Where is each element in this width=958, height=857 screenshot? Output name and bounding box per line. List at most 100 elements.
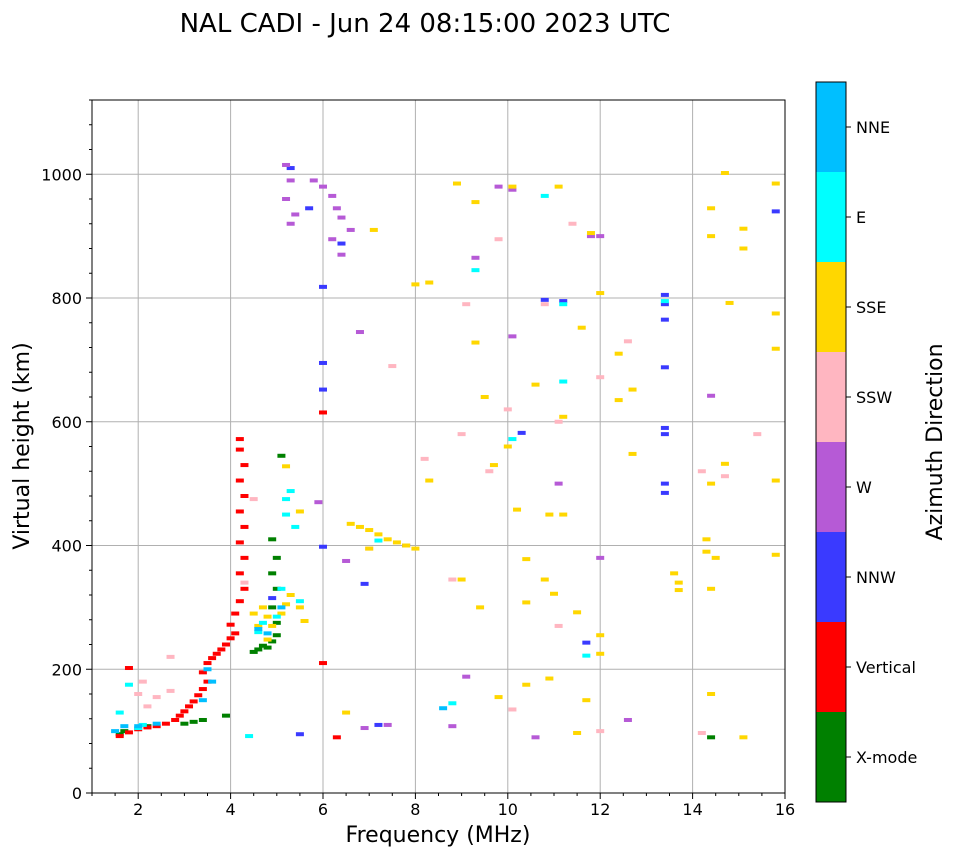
data-point	[531, 735, 540, 740]
x-tick-label: 12	[590, 800, 610, 819]
data-point	[559, 379, 568, 384]
data-point	[596, 633, 605, 638]
data-point	[540, 302, 549, 307]
data-point	[235, 437, 244, 442]
data-point	[198, 698, 207, 703]
data-point	[240, 555, 249, 560]
data-point	[235, 540, 244, 545]
data-point	[582, 640, 591, 645]
data-point	[319, 360, 327, 365]
data-point	[286, 593, 295, 597]
data-point	[346, 521, 355, 526]
data-point	[531, 382, 540, 387]
data-point	[226, 636, 235, 641]
data-point	[189, 719, 198, 724]
data-point	[328, 237, 337, 242]
data-point	[771, 478, 780, 483]
data-point	[115, 710, 124, 715]
data-point	[235, 478, 244, 483]
y-tick-label: 600	[51, 413, 82, 432]
data-point	[342, 558, 351, 563]
data-point	[374, 722, 383, 727]
plot-area: 2 4 6 8 10 12 14 16 0 200 400 600 800 1000	[41, 99, 795, 819]
data-point	[161, 721, 170, 726]
data-point	[660, 317, 669, 322]
data-point	[282, 512, 291, 517]
data-point	[425, 280, 434, 285]
data-point	[522, 557, 531, 562]
colorbar-swatch	[816, 262, 846, 352]
data-point	[138, 722, 147, 727]
data-point	[328, 193, 337, 198]
data-point	[221, 713, 230, 718]
data-point	[124, 682, 133, 687]
x-tick-label: 2	[133, 800, 143, 819]
data-point	[272, 620, 281, 625]
data-point	[286, 489, 295, 494]
series-e	[115, 193, 669, 739]
data-point	[457, 432, 466, 437]
data-point	[452, 181, 461, 186]
data-point	[286, 166, 295, 171]
data-point	[314, 500, 323, 505]
data-point	[152, 695, 161, 700]
x-axis-label: Frequency (MHz)	[346, 823, 531, 848]
data-point	[550, 591, 558, 596]
data-point	[771, 181, 780, 186]
colorbar-label: NNW	[856, 568, 896, 587]
data-point	[485, 469, 494, 474]
data-point	[277, 605, 286, 610]
data-point	[771, 209, 780, 214]
colorbar-label: SSW	[856, 388, 892, 407]
x-tick-label: 10	[498, 800, 518, 819]
data-point	[577, 325, 586, 330]
colorbar-label: Vertical	[856, 658, 916, 677]
data-point	[365, 546, 374, 551]
series-sse	[249, 171, 780, 740]
data-point	[365, 528, 374, 533]
data-point	[425, 478, 434, 483]
data-point	[134, 692, 143, 696]
data-point	[660, 425, 669, 430]
data-point	[559, 512, 568, 517]
data-point	[180, 721, 189, 726]
data-point	[319, 184, 327, 189]
data-point	[596, 291, 605, 296]
data-point	[337, 252, 346, 257]
data-point	[503, 444, 512, 449]
data-point	[540, 297, 549, 302]
data-point	[254, 627, 263, 632]
y-tick-label: 800	[51, 289, 82, 308]
data-point	[383, 537, 392, 542]
data-point	[420, 456, 429, 461]
data-point	[559, 414, 568, 419]
data-point	[295, 605, 304, 610]
data-point	[720, 474, 729, 479]
colorbar-title: Azimuth Direction	[923, 343, 948, 540]
x-tick-label: 6	[318, 800, 328, 819]
data-point	[508, 187, 517, 192]
data-point	[660, 365, 669, 370]
data-point	[674, 588, 683, 593]
data-point	[319, 661, 327, 666]
colorbar-swatch	[816, 622, 846, 712]
data-point	[462, 302, 471, 307]
colorbar-frame	[815, 81, 847, 803]
data-point	[194, 693, 203, 698]
data-point	[291, 524, 300, 529]
data-point	[268, 639, 277, 644]
data-point	[208, 679, 217, 684]
data-point	[300, 618, 309, 623]
data-point	[152, 724, 161, 729]
data-point	[282, 197, 291, 201]
data-point	[208, 656, 217, 661]
data-point	[411, 546, 420, 551]
data-point	[596, 555, 605, 560]
data-point	[707, 586, 716, 591]
data-point	[573, 730, 582, 735]
data-point	[235, 599, 244, 604]
data-point	[720, 461, 729, 466]
data-point	[249, 497, 258, 502]
x-tick-label: 8	[410, 800, 420, 819]
data-point	[503, 407, 512, 412]
